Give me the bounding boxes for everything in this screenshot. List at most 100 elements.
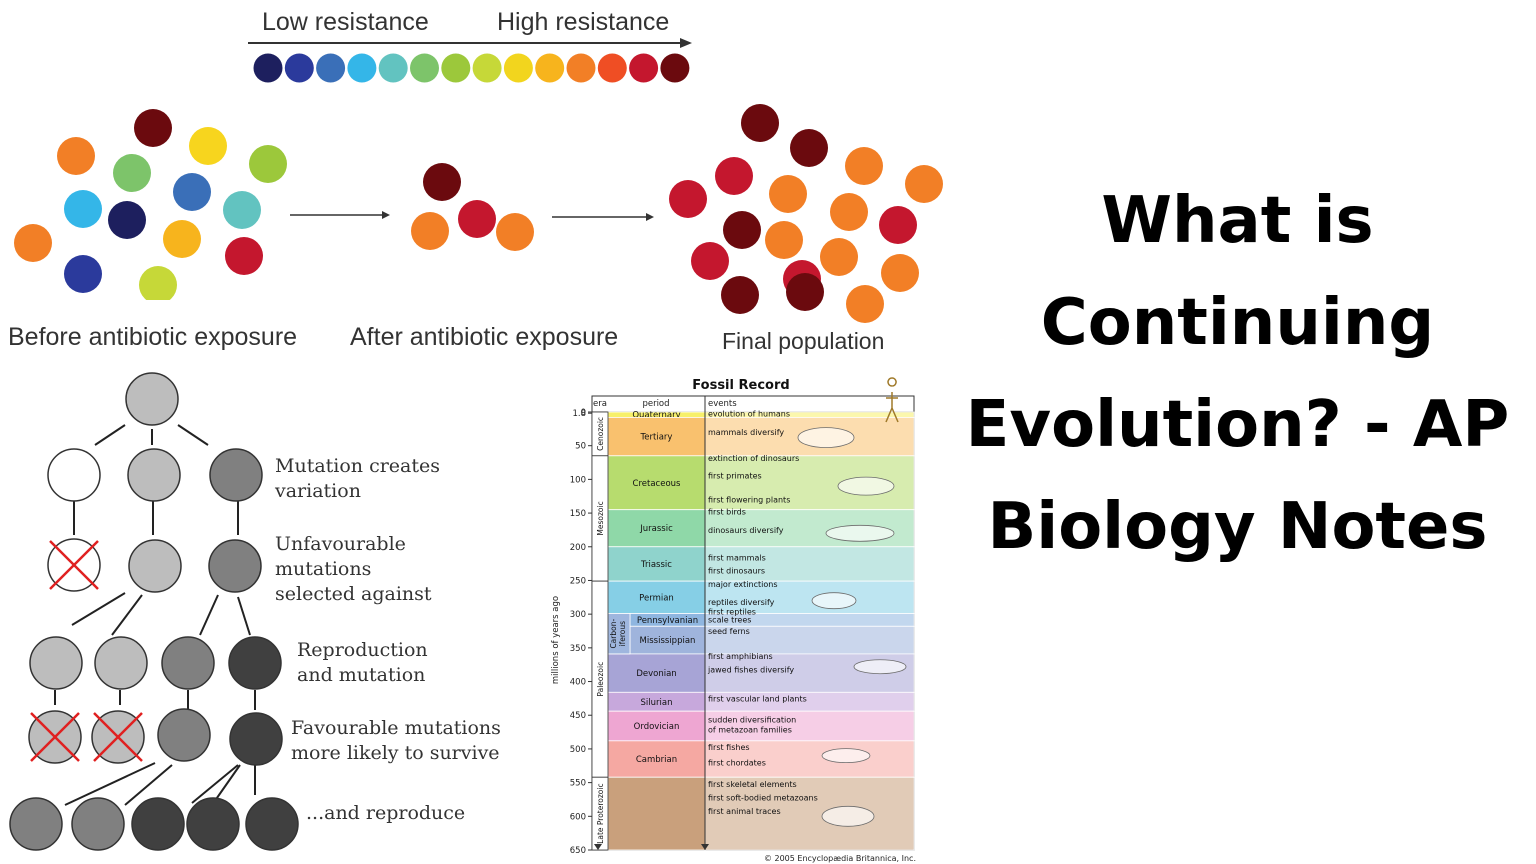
period-axis-arrow [701,844,709,850]
period-band-11 [607,710,706,742]
final-cell-10 [879,206,917,244]
period-label-6: Permian [639,593,674,603]
tree-link-3 [177,424,209,446]
header-events: events [708,399,737,409]
copyright: © 2005 Encyclopædia Britannica, Inc. [764,854,916,863]
cross-mark-b-13 [93,712,143,762]
step-4-line-1: Favourable mutations [291,717,501,739]
page-title: What is Continuing Evolution? - AP Biolo… [955,170,1520,578]
final-cell-3 [715,157,753,195]
title-line-2: Continuing [1040,286,1435,360]
before-cell-10 [14,224,52,262]
step-2-label: Unfavourable mutations selected against [275,532,432,607]
tree-cell-2 [47,448,101,502]
fossil-record-title: Fossil Record [692,378,789,393]
event-5: first flowering plants [708,496,790,505]
selection-tree [9,372,299,851]
final-cell-11 [765,221,803,259]
event-13: scale trees [708,616,751,625]
scale-dot-8 [472,53,502,83]
tick-label-6: 200 [570,543,586,553]
tree-cell-18 [131,797,185,851]
era-label-2: Mesozoic [596,501,605,535]
period-label-11: Ordovician [634,722,680,732]
final-cell-6 [669,180,707,218]
scale-dot-1 [253,53,283,83]
period-band-8 [629,625,706,655]
event-8: first mammals [708,554,766,563]
event-17: first vascular land plants [708,694,807,703]
before-exposure-label: Before antibiotic exposure [8,323,298,351]
scale-dot-5 [378,53,408,83]
event-7: dinosaurs diversify [708,526,784,535]
tree-cell-4 [209,448,263,502]
tree-cell-9 [94,636,148,690]
step-2-line-3: selected against [275,583,432,605]
event-10: major extinctions [708,580,777,589]
before-cell-5 [249,145,287,183]
tick-label-9: 350 [570,644,586,654]
axis-label: millions of years ago [551,596,561,684]
step-2-line-2: mutations [275,558,372,580]
event-21: first chordates [708,758,766,767]
period-band-12 [607,740,706,778]
step-4-line-2: more likely to survive [291,742,500,764]
final-cell-9 [723,211,761,249]
after-cell-2 [458,200,496,238]
step-1-label: Mutation creates variation [275,454,440,504]
tick-label-11: 450 [570,711,586,721]
after-exposure-label: After antibiotic exposure [350,323,619,351]
scale-dot-13 [629,53,659,83]
final-cell-12 [691,242,729,280]
event-19: of metazoan families [708,725,792,734]
period-label-1: Quaternary [632,411,680,421]
scale-dot-3 [316,53,346,83]
tree-cell-7 [208,539,262,593]
header-period: period [642,399,669,409]
era-band-4 [591,776,609,851]
tick-label-14: 600 [570,812,586,822]
final-population-label: Final population [722,328,885,354]
period-band-13 [607,776,706,851]
tree-cell-17 [71,797,125,851]
before-cell-11 [163,220,201,258]
low-resistance-label: Low resistance [262,8,429,36]
scale-dot-10 [535,53,565,83]
step-3-line-1: Reproduction [297,639,428,661]
step-5-label: ...and reproduce [306,801,465,826]
step-1-line-1: Mutation creates [275,455,441,477]
mammal-fossil-icon [797,427,855,449]
step-5-line-1: ...and reproduce [306,802,466,824]
tree-link-15 [64,762,156,806]
before-cell-6 [64,190,102,228]
cross-mark-b-12 [30,712,80,762]
fossil-record-chart: Fossil Record era period events millions… [551,377,916,863]
event-22: first skeletal elements [708,780,797,789]
final-cell-1 [741,104,779,142]
period-label-3: Cretaceous [633,479,682,489]
era-label-4: Late Proterozoic [596,783,605,843]
before-cell-3 [57,137,95,175]
title-line-3: Evolution? - AP [965,388,1510,462]
scale-dot-9 [503,53,533,83]
final-cell-8 [830,193,868,231]
scale-dot-6 [410,53,439,83]
period-band-4 [607,509,706,548]
scale-dot-14 [660,53,690,83]
event-1: evolution of humans [708,409,790,418]
sauropod-fossil-icon [825,524,895,542]
carboniferous-label-1: Carbon- [609,619,618,649]
tree-cell-19 [186,797,240,851]
period-label-9: Devonian [636,669,676,679]
period-label-7: Pennsylvanian [637,616,698,626]
event-12: first reptiles [708,607,756,616]
scale-dot-11 [566,53,596,83]
before-cell-13 [64,255,102,293]
event-6: first birds [708,508,746,517]
tree-cell-16 [9,797,63,851]
tree-link-16 [124,764,173,806]
after-cell-4 [496,213,534,251]
scale-dot-7 [441,53,471,83]
population-after [411,163,534,251]
event-9: first dinosaurs [708,566,765,575]
